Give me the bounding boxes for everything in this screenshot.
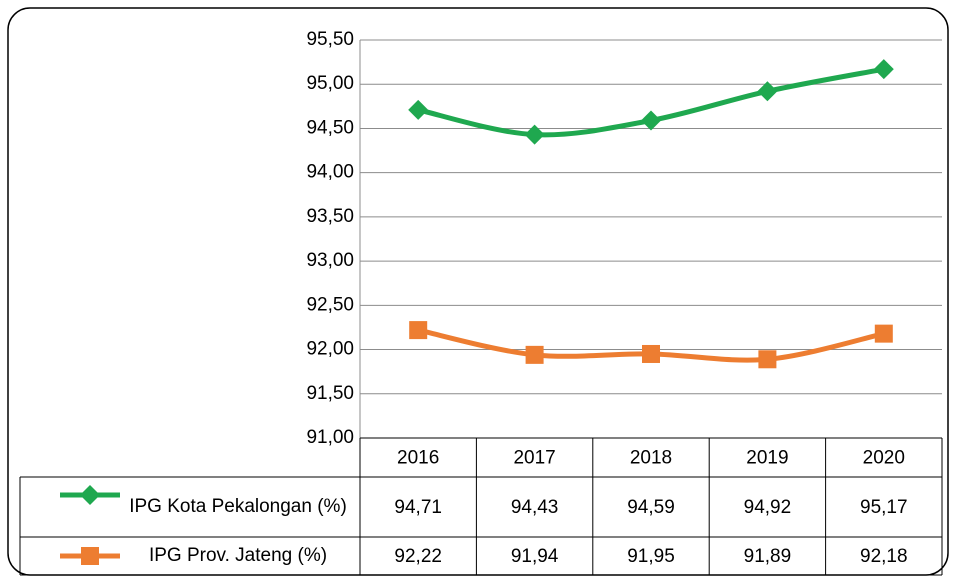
y-tick-label: 92,50 bbox=[306, 294, 354, 315]
marker bbox=[525, 345, 544, 364]
table-value: 94,71 bbox=[394, 497, 442, 518]
y-tick-label: 93,00 bbox=[306, 250, 354, 271]
marker bbox=[758, 350, 777, 369]
y-tick-label: 94,00 bbox=[306, 162, 354, 183]
table-value: 92,18 bbox=[860, 546, 908, 567]
x-tick-label: 2019 bbox=[746, 448, 788, 469]
marker bbox=[409, 321, 428, 340]
table-value: 94,43 bbox=[511, 497, 559, 518]
table-value: 92,22 bbox=[394, 546, 442, 567]
x-tick-label: 2017 bbox=[513, 448, 555, 469]
marker bbox=[81, 547, 99, 565]
y-tick-label: 91,50 bbox=[306, 383, 354, 404]
y-tick-label: 93,50 bbox=[306, 206, 354, 227]
y-tick-label: 94,50 bbox=[306, 117, 354, 138]
table-value: 94,59 bbox=[627, 497, 675, 518]
marker bbox=[642, 344, 660, 363]
y-tick-label: 95,00 bbox=[306, 73, 354, 94]
marker bbox=[524, 124, 545, 145]
table-value: 91,94 bbox=[511, 546, 559, 567]
x-tick-label: 2020 bbox=[863, 448, 905, 469]
y-tick-label: 91,00 bbox=[306, 427, 354, 448]
legend-entry: IPG Kota Pekalongan (%) bbox=[129, 496, 347, 517]
marker bbox=[874, 324, 893, 343]
marker bbox=[873, 59, 894, 80]
table-value: 91,89 bbox=[744, 546, 792, 567]
legend-entry: IPG Prov. Jateng (%) bbox=[148, 545, 328, 566]
table-value: 95,17 bbox=[860, 497, 908, 518]
table-value: 94,92 bbox=[744, 497, 792, 518]
marker bbox=[641, 110, 661, 131]
legend-label: IPG Kota Pekalongan (%) bbox=[129, 496, 347, 517]
x-tick-label: 2016 bbox=[397, 448, 439, 469]
marker bbox=[757, 81, 778, 102]
marker bbox=[408, 99, 429, 120]
table-value: 91,95 bbox=[627, 546, 675, 567]
x-tick-label: 2018 bbox=[630, 448, 672, 469]
y-tick-label: 95,50 bbox=[306, 29, 354, 50]
y-tick-label: 92,00 bbox=[306, 339, 354, 360]
legend-label: IPG Prov. Jateng (%) bbox=[148, 545, 328, 566]
marker bbox=[80, 485, 100, 505]
